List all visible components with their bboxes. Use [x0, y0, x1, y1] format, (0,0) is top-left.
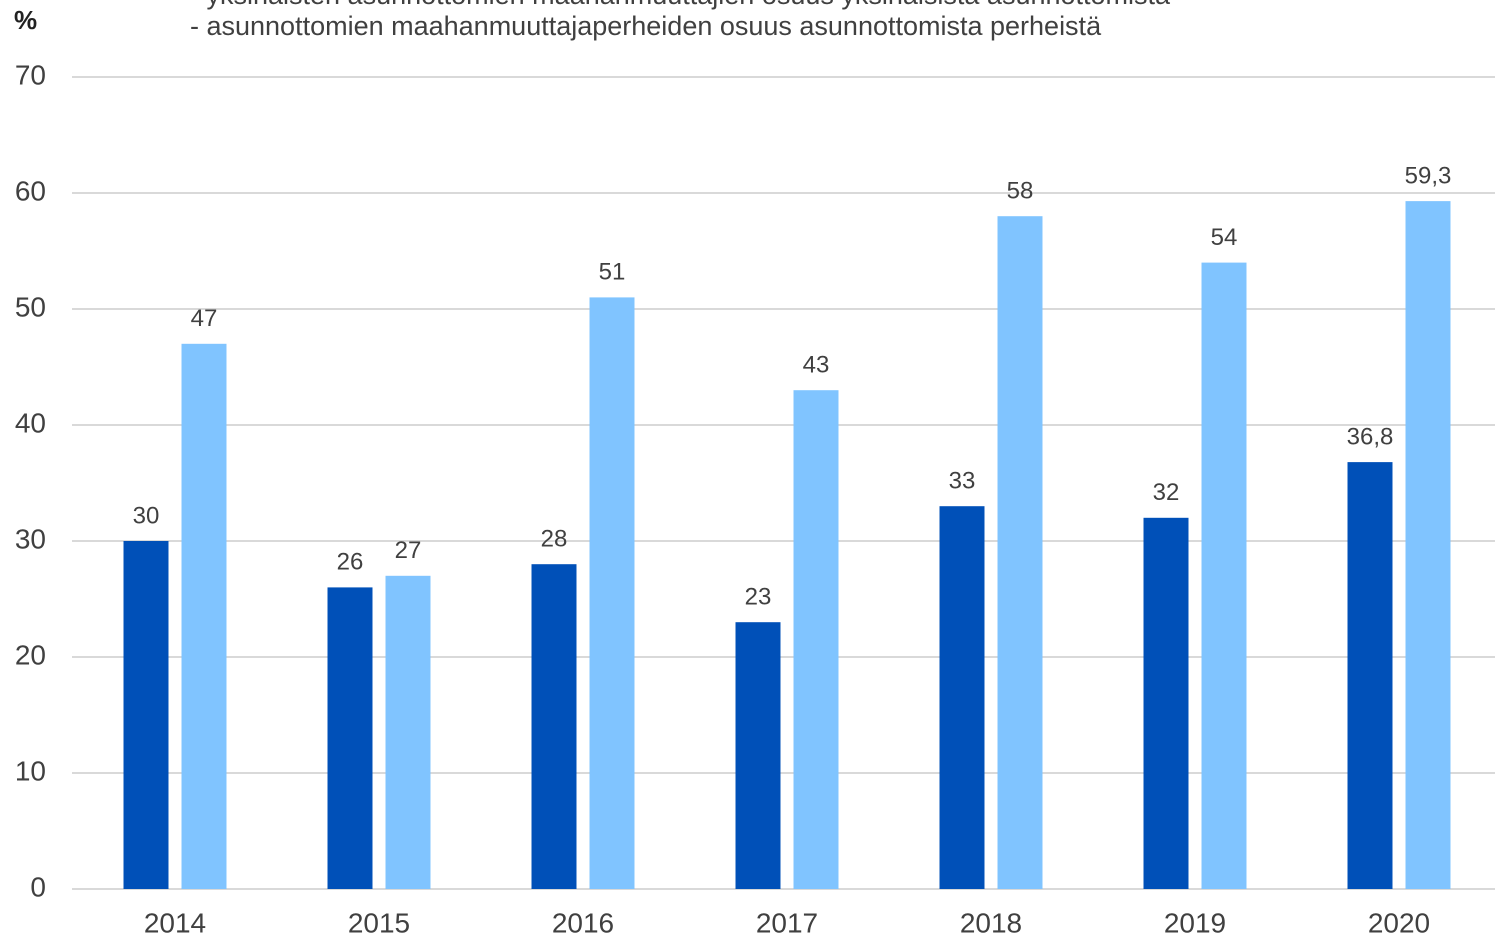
bar: [1405, 201, 1451, 889]
data-label: 47: [191, 305, 218, 332]
x-tick-label: 2017: [756, 907, 818, 938]
data-label: 33: [949, 468, 976, 495]
data-label: 23: [745, 584, 772, 611]
y-tick-label: 70: [15, 59, 46, 90]
y-axis-label: %: [14, 5, 37, 35]
y-tick-label: 60: [15, 175, 46, 206]
x-tick-label: 2014: [144, 907, 206, 938]
bar: [1201, 262, 1247, 890]
y-tick-label: 30: [15, 523, 46, 554]
bar: [531, 564, 577, 889]
data-label: 30: [133, 502, 160, 529]
x-tick-label: 2018: [960, 907, 1022, 938]
y-tick-label: 0: [30, 871, 46, 902]
y-tick-label: 50: [15, 291, 46, 322]
x-tick-label: 2016: [552, 907, 614, 938]
x-tick-label: 2019: [1164, 907, 1226, 938]
bar: [1347, 462, 1393, 889]
data-label: 51: [599, 259, 626, 286]
data-label: 58: [1007, 178, 1034, 205]
x-tick-label: 2015: [348, 907, 410, 938]
data-label: 54: [1211, 224, 1238, 251]
bar: [327, 587, 373, 889]
y-tick-label: 40: [15, 407, 46, 438]
bar: [385, 575, 431, 889]
data-label: 43: [803, 352, 830, 379]
data-label: 36,8: [1347, 423, 1394, 450]
data-label: 32: [1153, 479, 1180, 506]
data-label: 26: [337, 549, 364, 576]
bar: [589, 297, 635, 889]
bar: [735, 622, 781, 889]
data-label: 27: [395, 537, 422, 564]
bar: [793, 390, 839, 889]
data-label: 28: [541, 526, 568, 553]
legend-entry: - yksinäisten asunnottomien maahanmuutta…: [190, 0, 1171, 10]
y-tick-label: 20: [15, 639, 46, 670]
bar: [1143, 517, 1189, 889]
y-tick-label: 10: [15, 755, 46, 786]
bar: [997, 216, 1043, 889]
bar: [939, 506, 985, 889]
legend-entry: - asunnottomien maahanmuuttajaperheiden …: [190, 11, 1102, 41]
bar: [123, 541, 169, 889]
bar: [181, 343, 227, 889]
data-label: 59,3: [1405, 162, 1452, 189]
x-tick-label: 2020: [1368, 907, 1430, 938]
